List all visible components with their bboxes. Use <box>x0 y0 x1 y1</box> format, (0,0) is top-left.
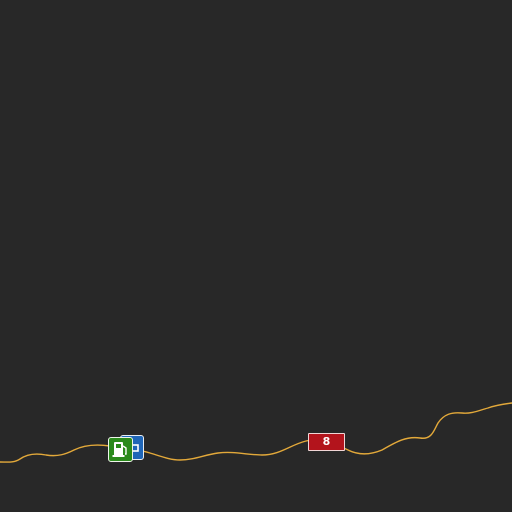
route-shield-label: 8 <box>322 435 331 448</box>
fuel-station-poi[interactable] <box>108 437 133 462</box>
road-line <box>0 402 512 463</box>
fuel-pump-icon <box>112 442 127 457</box>
route-shield: 8 <box>308 433 345 451</box>
